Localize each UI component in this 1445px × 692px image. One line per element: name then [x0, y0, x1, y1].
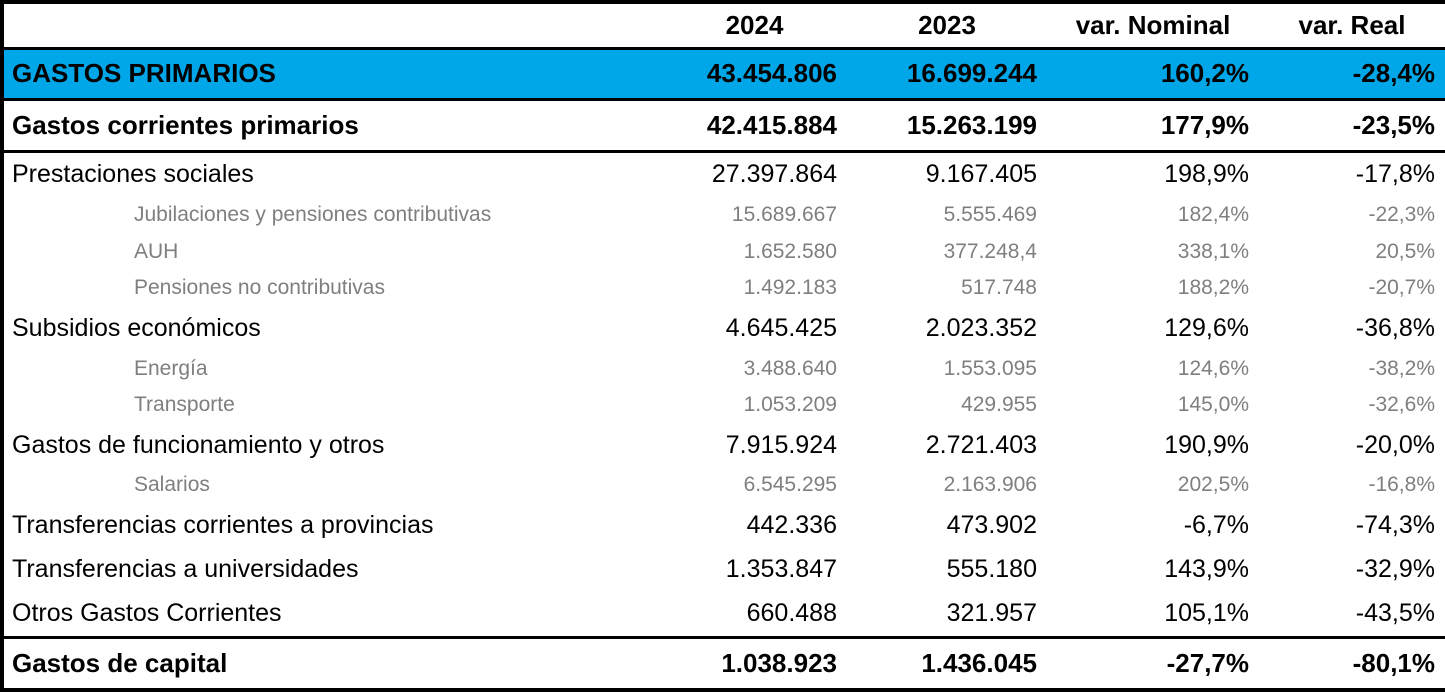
value-2024: 1.053.209 — [743, 392, 837, 416]
table-body: GASTOS PRIMARIOS 43.454.806 16.699.244 1… — [2, 48, 1445, 690]
value-var-nominal: 124,6% — [1177, 356, 1249, 380]
table-row: Pensiones no contributivas 1.492.183 517… — [2, 270, 1445, 306]
value-var-nominal: -6,7% — [1183, 510, 1249, 539]
value-2023: 2.163.906 — [943, 473, 1037, 497]
value-var-nominal: 202,5% — [1177, 473, 1249, 497]
row-label: Transporte — [134, 392, 235, 416]
value-var-nominal: 188,2% — [1177, 276, 1249, 300]
value-var-real: -36,8% — [1355, 313, 1435, 342]
value-var-nominal: 338,1% — [1177, 239, 1249, 263]
value-2023: 9.167.405 — [925, 160, 1037, 189]
row-label: GASTOS PRIMARIOS — [12, 58, 276, 89]
table-row: Salarios 6.545.295 2.163.906 202,5% -16,… — [2, 467, 1445, 503]
table-row: Gastos de funcionamiento y otros 7.915.9… — [2, 423, 1445, 467]
table-row: Transporte 1.053.209 429.955 145,0% -32,… — [2, 387, 1445, 423]
value-var-real: -20,7% — [1368, 276, 1435, 300]
value-2023: 473.902 — [946, 510, 1037, 539]
value-2024: 1.038.923 — [721, 648, 837, 679]
table-row: Gastos corrientes primarios 42.415.884 1… — [2, 100, 1445, 152]
header-empty — [2, 2, 662, 50]
value-2023: 555.180 — [946, 554, 1037, 583]
row-label: Prestaciones sociales — [12, 160, 254, 189]
header-var-nominal: var. Nominal — [1047, 2, 1259, 50]
value-var-real: -43,5% — [1355, 599, 1435, 628]
row-label: Pensiones no contributivas — [134, 276, 385, 300]
row-label: AUH — [134, 239, 179, 263]
header-var-real: var. Real — [1259, 2, 1445, 50]
value-var-real: -20,0% — [1355, 430, 1435, 459]
value-2024: 3.488.640 — [743, 356, 837, 380]
table-row: Gastos de capital 1.038.923 1.436.045 -2… — [2, 637, 1445, 690]
row-label: Otros Gastos Corrientes — [12, 599, 282, 628]
value-var-real: -32,6% — [1368, 392, 1435, 416]
value-2023: 5.555.469 — [943, 203, 1037, 227]
value-var-real: -32,9% — [1355, 554, 1435, 583]
row-label: Salarios — [134, 473, 210, 497]
value-2024: 42.415.884 — [706, 109, 837, 140]
table-row: Transferencias a universidades 1.353.847… — [2, 547, 1445, 591]
value-var-nominal: 182,4% — [1177, 203, 1249, 227]
value-var-real: -28,4% — [1352, 58, 1435, 89]
value-var-real: -16,8% — [1368, 473, 1435, 497]
value-2024: 1.353.847 — [725, 554, 837, 583]
value-var-real: -22,3% — [1368, 203, 1435, 227]
value-2023: 1.553.095 — [943, 356, 1037, 380]
row-label: Gastos de funcionamiento y otros — [12, 430, 385, 459]
value-var-real: -80,1% — [1352, 648, 1435, 679]
value-2024: 6.545.295 — [743, 473, 837, 497]
value-2024: 1.652.580 — [743, 239, 837, 263]
value-2023: 321.957 — [946, 599, 1037, 628]
row-label: Energía — [134, 356, 208, 380]
table-row: Prestaciones sociales 27.397.864 9.167.4… — [2, 151, 1445, 197]
row-label: Gastos de capital — [12, 648, 228, 679]
row-label: Gastos corrientes primarios — [12, 109, 359, 140]
value-var-nominal: 160,2% — [1160, 58, 1249, 89]
header-2024: 2024 — [662, 2, 847, 50]
value-var-nominal: -27,7% — [1166, 648, 1249, 679]
value-2024: 7.915.924 — [725, 430, 837, 459]
table-row: Otros Gastos Corrientes 660.488 321.957 … — [2, 591, 1445, 637]
value-var-real: -23,5% — [1352, 109, 1435, 140]
header-row: 2024 2023 var. Nominal var. Real — [2, 2, 1445, 50]
value-2023: 517.748 — [961, 276, 1037, 300]
table-header: 2024 2023 var. Nominal var. Real — [2, 2, 1445, 50]
value-2023: 2.721.403 — [925, 430, 1037, 459]
table-row: AUH 1.652.580 377.248,4 338,1% 20,5% — [2, 234, 1445, 270]
value-2024: 27.397.864 — [711, 160, 837, 189]
value-2023: 429.955 — [961, 392, 1037, 416]
value-var-real: -38,2% — [1368, 356, 1435, 380]
header-2023: 2023 — [847, 2, 1047, 50]
value-2023: 16.699.244 — [906, 58, 1037, 89]
value-var-nominal: 145,0% — [1177, 392, 1249, 416]
value-var-nominal: 105,1% — [1164, 599, 1249, 628]
value-2023: 2.023.352 — [925, 313, 1037, 342]
row-label: Jubilaciones y pensiones contributivas — [134, 203, 492, 227]
table-row: Subsidios económicos 4.645.425 2.023.352… — [2, 306, 1445, 350]
table-row: GASTOS PRIMARIOS 43.454.806 16.699.244 1… — [2, 48, 1445, 100]
value-var-nominal: 190,9% — [1164, 430, 1249, 459]
value-var-nominal: 177,9% — [1160, 109, 1249, 140]
value-var-nominal: 198,9% — [1164, 160, 1249, 189]
value-var-real: -74,3% — [1355, 510, 1435, 539]
row-label: Transferencias a universidades — [12, 554, 359, 583]
value-2024: 442.336 — [746, 510, 837, 539]
value-var-real: 20,5% — [1375, 239, 1435, 263]
value-2024: 4.645.425 — [725, 313, 837, 342]
value-2024: 43.454.806 — [706, 58, 837, 89]
value-var-real: -17,8% — [1355, 160, 1435, 189]
value-2023: 1.436.045 — [921, 648, 1037, 679]
value-var-nominal: 143,9% — [1164, 554, 1249, 583]
value-2024: 1.492.183 — [743, 276, 837, 300]
table-row: Jubilaciones y pensiones contributivas 1… — [2, 197, 1445, 233]
row-label: Subsidios económicos — [12, 313, 261, 342]
value-2024: 660.488 — [746, 599, 837, 628]
value-var-nominal: 129,6% — [1164, 313, 1249, 342]
value-2023: 15.263.199 — [906, 109, 1037, 140]
table-row: Energía 3.488.640 1.553.095 124,6% -38,2… — [2, 350, 1445, 386]
value-2024: 15.689.667 — [731, 203, 837, 227]
table-row: Transferencias corrientes a provincias 4… — [2, 503, 1445, 547]
row-label: Transferencias corrientes a provincias — [12, 510, 434, 539]
value-2023: 377.248,4 — [943, 239, 1037, 263]
